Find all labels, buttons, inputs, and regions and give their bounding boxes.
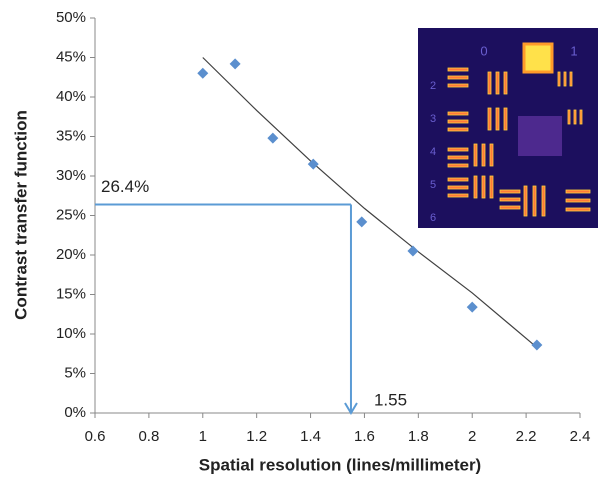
inset-bar <box>448 156 468 159</box>
inset-element-label: 4 <box>430 146 436 158</box>
inset-bar <box>448 120 468 123</box>
inset-bar <box>568 110 570 124</box>
inset-bar <box>448 84 468 87</box>
y-tick-label: 30% <box>56 167 86 184</box>
inset-bar <box>564 72 566 86</box>
inset-bar <box>542 186 545 216</box>
inset-bar <box>448 194 468 197</box>
data-point <box>467 302 478 313</box>
annotation-y-label: 26.4% <box>101 177 149 196</box>
inset-bar <box>490 176 493 198</box>
inset-bar <box>570 72 572 86</box>
x-tick-label: 1.2 <box>246 428 267 445</box>
inset-bar <box>566 190 590 193</box>
inset-bar <box>448 128 468 131</box>
y-tick-label: 50% <box>56 9 86 26</box>
y-tick-label: 45% <box>56 48 86 65</box>
x-tick-label: 1 <box>199 428 207 445</box>
x-tick-label: 0.8 <box>138 428 159 445</box>
inset-square <box>524 44 552 72</box>
y-tick-label: 10% <box>56 325 86 342</box>
inset-element-label: 6 <box>430 212 436 224</box>
y-tick-label: 20% <box>56 246 86 263</box>
inset-bar <box>448 178 468 181</box>
y-tick-label: 25% <box>56 206 86 223</box>
inset-bar <box>496 108 499 130</box>
inset-bar <box>504 72 507 94</box>
x-tick-label: 2 <box>468 428 476 445</box>
inset-bar <box>580 110 582 124</box>
inset-element-label: 2 <box>430 80 436 92</box>
inset-element-label: 3 <box>430 113 436 125</box>
inset-bar <box>504 108 507 130</box>
inset-bar <box>558 72 560 86</box>
y-tick-label: 35% <box>56 127 86 144</box>
inset-bar <box>496 72 499 94</box>
inset-bar <box>448 68 468 71</box>
data-point <box>230 58 241 69</box>
inset-group-label: 1 <box>570 43 577 58</box>
inset-blob <box>518 116 562 156</box>
inset-image: 0 1 2 3 4 5 6 <box>418 28 598 228</box>
inset-bar <box>448 148 468 151</box>
y-tick-label: 40% <box>56 88 86 105</box>
inset-bar <box>500 206 520 209</box>
inset-element-label: 5 <box>430 179 436 191</box>
data-point <box>356 216 367 227</box>
data-point <box>407 246 418 257</box>
inset-bar <box>574 110 576 124</box>
x-tick-label: 1.4 <box>300 428 321 445</box>
inset-bar <box>524 186 527 216</box>
inset-bar <box>490 144 493 166</box>
x-tick-label: 1.8 <box>408 428 429 445</box>
data-point <box>531 340 542 351</box>
inset-bar <box>500 198 520 201</box>
data-point <box>267 133 278 144</box>
x-axis-label: Spatial resolution (lines/millimeter) <box>199 455 481 474</box>
x-tick-label: 2.4 <box>570 428 591 445</box>
inset-bar <box>482 176 485 198</box>
y-tick-label: 15% <box>56 285 86 302</box>
x-tick-label: 0.6 <box>85 428 106 445</box>
y-tick-label: 5% <box>64 364 86 381</box>
inset-group-label: 0 <box>480 43 487 58</box>
inset-bar <box>488 72 491 94</box>
inset-bar <box>482 144 485 166</box>
data-point <box>197 68 208 79</box>
inset-bar <box>533 186 536 216</box>
inset-bar <box>448 164 468 167</box>
inset-bar <box>474 144 477 166</box>
inset-bar <box>566 208 590 211</box>
y-tick-label: 0% <box>64 404 86 421</box>
chart: Spatial resolution (lines/millimeter) Co… <box>0 0 604 479</box>
x-tick-label: 2.2 <box>516 428 537 445</box>
y-axis-label: Contrast transfer function <box>11 110 30 320</box>
inset-bar <box>500 190 520 193</box>
annotation-x-label: 1.55 <box>374 390 407 409</box>
inset-bar <box>474 176 477 198</box>
inset-bar <box>488 108 491 130</box>
inset-bar <box>448 76 468 79</box>
inset-bar <box>566 199 590 202</box>
inset-bar <box>448 112 468 115</box>
x-tick-label: 1.6 <box>354 428 375 445</box>
inset-bar <box>448 186 468 189</box>
